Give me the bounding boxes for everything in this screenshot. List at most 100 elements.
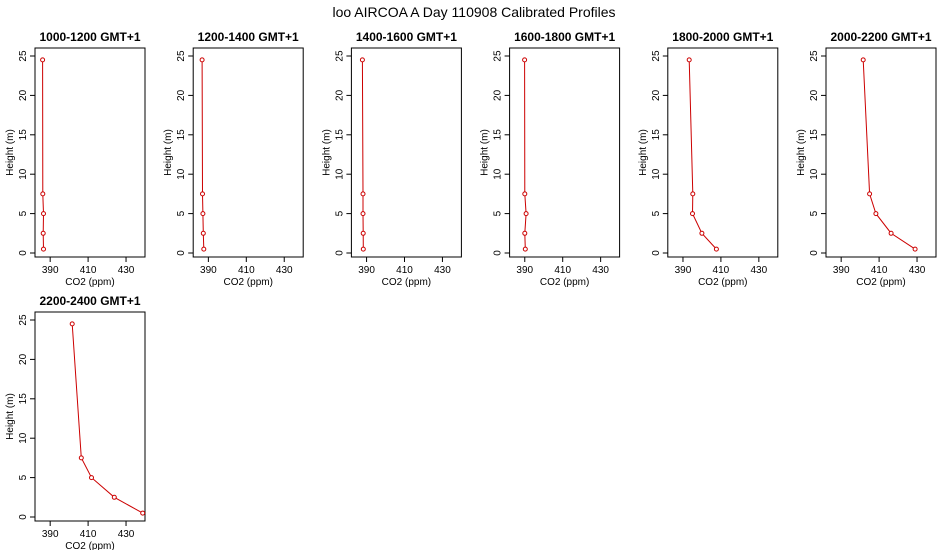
y-tick-label: 20: [809, 89, 820, 101]
profile-point: [111, 494, 117, 500]
x-tick-label: 410: [80, 529, 97, 540]
y-tick-label: 0: [18, 250, 29, 256]
x-axis-label: CO2 (ppm): [382, 277, 431, 288]
x-tick-label: 390: [675, 265, 692, 276]
plot-frame: [34, 311, 146, 522]
y-axis-label: Height (m): [638, 129, 649, 176]
plot-frame: [34, 47, 146, 258]
y-tick-label: 20: [18, 353, 29, 365]
profile-line: [688, 59, 717, 250]
plot-frame: [667, 47, 779, 258]
x-tick-label: 430: [276, 265, 293, 276]
profile-point: [522, 246, 528, 252]
y-tick-label: 0: [176, 250, 187, 256]
profile-point: [89, 475, 94, 481]
x-axis-label: CO2 (ppm): [65, 277, 114, 288]
y-tick-label: 5: [18, 210, 29, 216]
profile-point: [360, 191, 366, 197]
y-tick-label: 25: [809, 50, 820, 62]
y-tick-label: 20: [651, 89, 662, 101]
x-tick-label: 390: [358, 265, 375, 276]
x-tick-label: 410: [238, 265, 255, 276]
panel-title: 1800-2000 GMT+1: [672, 30, 773, 44]
profile-line: [71, 323, 143, 514]
x-tick-label: 430: [118, 529, 135, 540]
plot-frame: [509, 47, 621, 258]
profile-point: [40, 191, 46, 197]
profile-panel: 1000-1200 GMT+1 390 410 430 CO2 (ppm) 0 5 10 15 2…: [5, 30, 146, 288]
profile-panel: 1200-1400 GMT+1 390 410 430 CO2 (ppm) 0 5 10 15 2…: [163, 30, 304, 288]
y-tick-label: 20: [176, 89, 187, 101]
panel-title: 2200-2400 GMT+1: [39, 294, 140, 308]
plot-frame: [350, 47, 462, 258]
y-tick-label: 5: [493, 210, 504, 216]
profile-point: [873, 211, 879, 217]
profile-point: [199, 57, 205, 63]
profile-point: [690, 191, 696, 197]
y-tick-label: 15: [334, 129, 345, 141]
profile-point: [360, 230, 366, 236]
y-tick-label: 10: [18, 168, 29, 180]
plot-frame: [192, 47, 304, 258]
panel-title: 1400-1600 GMT+1: [356, 30, 457, 44]
y-tick-label: 10: [18, 432, 29, 444]
y-tick-label: 0: [651, 250, 662, 256]
profile-point: [40, 57, 46, 63]
panel-title: 1200-1400 GMT+1: [198, 30, 299, 44]
y-axis-label: Height (m): [796, 129, 807, 176]
profile-panel: 2000-2200 GMT+1 390 410 430 CO2 (ppm) 0 5 10 15 2…: [796, 30, 937, 288]
profile-point: [713, 246, 719, 252]
y-tick-label: 0: [493, 250, 504, 256]
y-tick-label: 5: [18, 474, 29, 480]
profile-point: [522, 57, 528, 63]
y-tick-label: 25: [176, 50, 187, 62]
figure-title: loo AIRCOA A Day 110908 Calibrated Profi…: [332, 4, 615, 20]
profile-panel: 2200-2400 GMT+1 390 410 430 CO2 (ppm) 0 5 10 15 2…: [5, 294, 146, 550]
y-tick-label: 20: [493, 89, 504, 101]
profile-point: [201, 246, 207, 252]
y-axis-label: Height (m): [5, 393, 16, 440]
y-tick-label: 5: [334, 210, 345, 216]
y-tick-label: 5: [651, 210, 662, 216]
x-tick-label: 410: [713, 265, 730, 276]
profile-point: [200, 191, 205, 197]
profile-point: [69, 321, 75, 327]
y-tick-label: 25: [493, 50, 504, 62]
profile-point: [40, 230, 46, 236]
y-tick-label: 20: [334, 89, 345, 101]
y-tick-label: 15: [809, 129, 820, 141]
x-tick-label: 390: [42, 529, 59, 540]
y-tick-label: 25: [18, 50, 29, 62]
profile-point: [360, 211, 366, 217]
x-tick-label: 410: [80, 265, 97, 276]
panel-title: 1000-1200 GMT+1: [39, 30, 140, 44]
x-tick-label: 390: [516, 265, 533, 276]
x-tick-label: 390: [833, 265, 850, 276]
profile-point: [522, 191, 528, 197]
y-tick-label: 10: [176, 168, 187, 180]
y-axis-label: Height (m): [321, 129, 332, 176]
y-tick-label: 0: [809, 250, 820, 256]
y-tick-label: 10: [493, 168, 504, 180]
y-tick-label: 0: [334, 250, 345, 256]
profile-point: [522, 230, 528, 236]
y-axis-label: Height (m): [480, 129, 491, 176]
x-tick-label: 410: [554, 265, 571, 276]
profile-line: [862, 59, 916, 250]
y-tick-label: 25: [18, 314, 29, 326]
profile-point: [699, 230, 705, 236]
x-tick-label: 410: [871, 265, 888, 276]
profile-point: [523, 211, 529, 217]
y-tick-label: 10: [334, 168, 345, 180]
x-tick-label: 390: [42, 265, 59, 276]
profile-point: [78, 455, 84, 461]
x-tick-label: 410: [396, 265, 413, 276]
panel-title: 2000-2200 GMT+1: [830, 30, 931, 44]
x-axis-label: CO2 (ppm): [698, 277, 747, 288]
profile-line: [361, 59, 364, 250]
y-tick-label: 10: [809, 168, 820, 180]
